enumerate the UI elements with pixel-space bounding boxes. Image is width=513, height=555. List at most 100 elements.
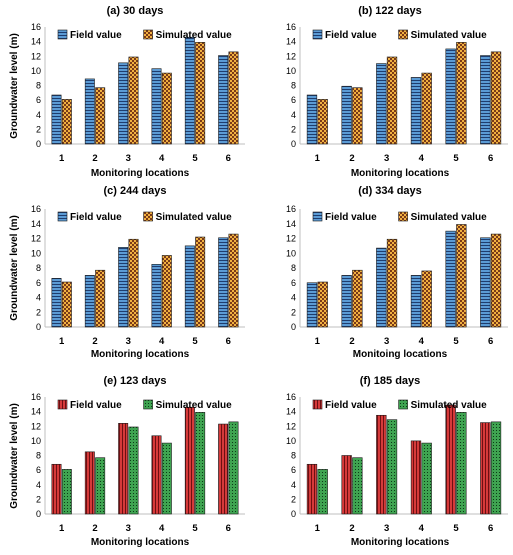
y-tick-label: 10 bbox=[286, 248, 296, 258]
bar-field-6 bbox=[218, 423, 229, 515]
legend-label: Field value bbox=[325, 400, 377, 411]
bar-field-1 bbox=[306, 282, 318, 328]
bar-simulated-1 bbox=[317, 99, 328, 145]
y-tick-label: 16 bbox=[31, 392, 41, 402]
bar-field-2 bbox=[84, 275, 95, 328]
legend-label: Simulated value bbox=[411, 400, 488, 411]
y-tick-label: 2 bbox=[36, 307, 41, 317]
y-tick-label: 4 bbox=[291, 293, 296, 303]
y-tick-label: 14 bbox=[286, 407, 296, 417]
bar-simulated-5 bbox=[456, 42, 467, 145]
y-tick-label: 16 bbox=[31, 204, 41, 214]
chart-title: (d) 334 days bbox=[358, 185, 422, 197]
x-tick-label: 6 bbox=[488, 336, 493, 347]
legend: Field value Simulated value bbox=[312, 29, 488, 41]
legend-label: Simulated value bbox=[411, 30, 488, 41]
y-tick-label: 8 bbox=[291, 451, 296, 461]
bar-field-5 bbox=[445, 404, 456, 515]
bar-field-3 bbox=[376, 247, 387, 328]
bar-simulated-5 bbox=[456, 224, 467, 328]
x-tick-label: 5 bbox=[192, 153, 198, 164]
x-axis-label: Monitoring locations bbox=[91, 537, 190, 548]
legend-label: Simulated value bbox=[156, 212, 233, 223]
legend-label: Simulated value bbox=[156, 30, 233, 41]
bar-simulated-6 bbox=[228, 233, 239, 328]
x-tick-label: 3 bbox=[126, 336, 131, 347]
chart-title: (e) 123 days bbox=[104, 375, 167, 387]
bar-field-4 bbox=[410, 77, 422, 145]
bar-field-1 bbox=[306, 94, 318, 145]
x-tick-label: 6 bbox=[226, 153, 231, 164]
y-tick-label: 10 bbox=[31, 436, 41, 446]
x-tick-label: 1 bbox=[315, 336, 321, 347]
legend-swatch bbox=[398, 29, 408, 40]
x-tick-label: 6 bbox=[488, 523, 493, 534]
legend-swatch bbox=[143, 399, 153, 410]
x-tick-label: 1 bbox=[59, 523, 65, 534]
bar-field-1 bbox=[306, 463, 318, 515]
x-tick-label: 5 bbox=[453, 336, 459, 347]
bar-field-2 bbox=[341, 85, 352, 145]
x-tick-label: 6 bbox=[226, 523, 231, 534]
bar-simulated-4 bbox=[421, 270, 432, 328]
x-tick-label: 2 bbox=[92, 336, 97, 347]
y-tick-label: 8 bbox=[36, 263, 41, 273]
y-tick-label: 2 bbox=[291, 494, 296, 504]
legend-swatch bbox=[398, 211, 408, 222]
x-tick-label: 3 bbox=[126, 153, 131, 164]
legend-swatch bbox=[57, 211, 68, 222]
y-tick-label: 16 bbox=[286, 22, 296, 32]
bar-simulated-6 bbox=[490, 51, 502, 145]
bar-field-6 bbox=[218, 55, 229, 145]
bar-simulated-5 bbox=[195, 42, 206, 145]
x-tick-label: 3 bbox=[384, 153, 389, 164]
x-tick-label: 2 bbox=[349, 153, 354, 164]
legend: Field value Simulated value bbox=[312, 399, 488, 411]
bar-simulated-1 bbox=[61, 99, 72, 145]
bar-simulated-5 bbox=[195, 236, 206, 328]
bar-field-1 bbox=[51, 278, 62, 328]
bar-field-5 bbox=[445, 230, 456, 328]
bar-field-5 bbox=[184, 406, 195, 515]
y-tick-label: 4 bbox=[36, 293, 41, 303]
y-tick-label: 10 bbox=[286, 66, 296, 76]
y-tick-label: 0 bbox=[291, 509, 296, 519]
y-tick-label: 14 bbox=[31, 407, 41, 417]
bar-field-5 bbox=[445, 48, 456, 145]
x-axis-label: Monitoring locations bbox=[351, 537, 450, 548]
legend-label: Field value bbox=[325, 212, 377, 223]
bar-simulated-2 bbox=[352, 269, 363, 328]
bar-simulated-1 bbox=[61, 281, 72, 328]
y-axis-label: Groundwater level (m) bbox=[9, 215, 20, 321]
bar-field-3 bbox=[376, 63, 387, 145]
x-tick-label: 5 bbox=[192, 523, 198, 534]
y-tick-label: 12 bbox=[286, 51, 296, 61]
legend-label: Field value bbox=[70, 212, 122, 223]
y-tick-label: 8 bbox=[291, 263, 296, 273]
y-tick-label: 8 bbox=[36, 81, 41, 91]
y-tick-label: 14 bbox=[286, 37, 296, 47]
bar-simulated-6 bbox=[228, 51, 239, 145]
legend: Field value Simulated value bbox=[312, 211, 487, 223]
y-tick-label: 6 bbox=[291, 465, 296, 475]
x-axis-label: Monitoring locations bbox=[91, 168, 190, 179]
y-tick-label: 12 bbox=[286, 234, 296, 244]
bar-field-5 bbox=[184, 245, 195, 328]
x-tick-label: 1 bbox=[315, 523, 321, 534]
bar-field-4 bbox=[410, 275, 422, 328]
bar-simulated-1 bbox=[317, 281, 328, 328]
bar-field-4 bbox=[151, 264, 162, 328]
bar-field-6 bbox=[480, 422, 491, 515]
legend-swatch bbox=[398, 399, 408, 410]
bar-field-3 bbox=[376, 414, 387, 515]
x-tick-label: 2 bbox=[349, 336, 354, 347]
y-tick-label: 0 bbox=[291, 322, 296, 332]
y-tick-label: 6 bbox=[291, 95, 296, 105]
y-tick-label: 0 bbox=[291, 139, 296, 149]
bar-simulated-4 bbox=[421, 442, 432, 515]
x-axis-label: Monitoring locations bbox=[351, 168, 450, 179]
x-tick-label: 4 bbox=[419, 336, 425, 347]
